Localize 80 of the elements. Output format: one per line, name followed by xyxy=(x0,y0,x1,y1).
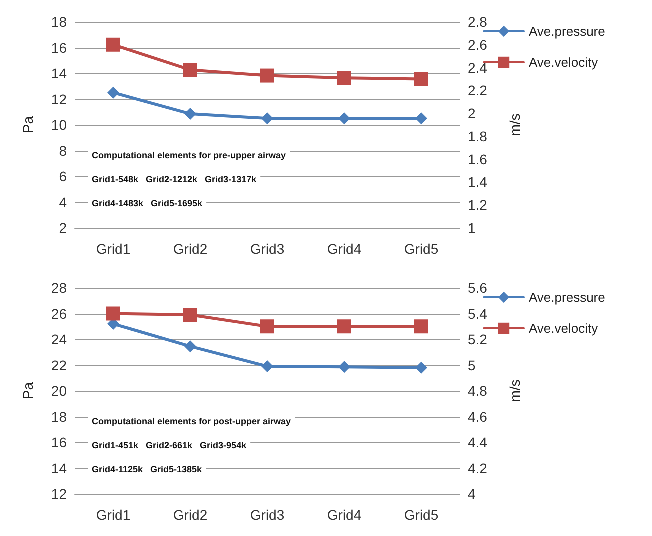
x-tick-label: Grid1 xyxy=(96,241,131,257)
y2-tick-label: 2 xyxy=(468,106,476,122)
y2-tick-label: 5.6 xyxy=(468,280,488,296)
legend-label: Ave.velocity xyxy=(529,55,599,70)
y2-tick-label: 5 xyxy=(468,357,476,374)
y2-tick-label: 1.8 xyxy=(468,128,488,144)
point xyxy=(184,108,196,120)
y2-tick-label: 1.6 xyxy=(468,151,488,168)
point xyxy=(184,308,198,322)
y-tick-label: 12 xyxy=(51,91,68,108)
y2-tick-label: 1.4 xyxy=(468,174,488,190)
annotation: Grid1-451k Grid2-661k Grid3-954k xyxy=(92,440,248,450)
y-tick-label: 4 xyxy=(59,194,68,210)
point xyxy=(416,112,428,125)
y2-axis-title: m/s xyxy=(507,114,523,136)
y2-tick-label: 4 xyxy=(468,486,476,502)
y-tick-label: 8 xyxy=(59,142,68,159)
y2-tick-label: 2.4 xyxy=(468,60,488,76)
y-tick-label: 2 xyxy=(59,220,68,236)
y2-tick-label: 1 xyxy=(468,220,476,236)
annotation: Computational elements for pre-upper airway xyxy=(92,150,286,160)
y2-tick-label: 2.8 xyxy=(468,14,488,30)
point xyxy=(338,112,350,125)
point xyxy=(414,320,428,334)
y-tick-label: 6 xyxy=(59,168,68,184)
y2-tick-label: 4.4 xyxy=(468,434,488,450)
point xyxy=(338,71,352,86)
annotation: Grid1-548k Grid2-1212k Grid3-1317k xyxy=(92,174,258,184)
x-tick-label: Grid5 xyxy=(404,507,439,523)
annotation: Grid4-1125k Grid5-1385k xyxy=(92,464,204,474)
point xyxy=(184,340,196,353)
y2-tick-label: 5.4 xyxy=(468,306,488,322)
point xyxy=(106,38,120,52)
point xyxy=(184,63,198,78)
x-tick-label: Grid3 xyxy=(250,241,285,257)
annotation: Computational elements for post-upper airway xyxy=(92,416,292,426)
x-tick-label: Grid4 xyxy=(327,507,362,523)
y2-tick-label: 4.6 xyxy=(468,408,488,425)
y2-tick-label: 2.6 xyxy=(468,36,488,53)
point xyxy=(108,86,120,99)
point xyxy=(262,360,274,373)
point xyxy=(338,320,352,334)
point xyxy=(106,306,120,321)
point xyxy=(260,68,274,83)
x-tick-label: Grid3 xyxy=(250,507,285,523)
x-tick-label: Grid2 xyxy=(173,507,208,523)
x-tick-label: Grid5 xyxy=(404,241,439,257)
y-axis-title: Pa xyxy=(20,116,36,134)
x-tick-label: Grid2 xyxy=(173,241,208,257)
y-tick-label: 18 xyxy=(51,408,68,425)
y2-tick-label: 2.2 xyxy=(468,82,488,99)
y-tick-label: 22 xyxy=(51,357,68,374)
y-axis-title: Pa xyxy=(20,382,36,400)
y2-tick-label: 4.2 xyxy=(468,460,488,476)
y-tick-label: 10 xyxy=(51,117,68,133)
point xyxy=(414,72,428,86)
y-tick-label: 16 xyxy=(51,434,68,450)
y2-axis-title: m/s xyxy=(507,380,523,402)
legend-label: Ave.velocity xyxy=(529,321,599,336)
x-tick-label: Grid4 xyxy=(327,241,362,257)
legend-label: Ave.pressure xyxy=(529,24,606,39)
y2-tick-label: 5.2 xyxy=(468,332,488,348)
legend-label: Ave.pressure xyxy=(529,290,606,305)
y-tick-label: 20 xyxy=(51,383,68,399)
y-tick-label: 12 xyxy=(51,486,68,502)
y-tick-label: 18 xyxy=(51,14,68,30)
y-tick-label: 14 xyxy=(51,66,68,82)
y-tick-label: 28 xyxy=(51,280,68,296)
point xyxy=(338,361,350,374)
y-tick-label: 24 xyxy=(51,332,68,348)
point xyxy=(416,362,428,374)
annotation: Grid4-1483k Grid5-1695k xyxy=(92,198,204,208)
point xyxy=(262,112,274,125)
point xyxy=(260,320,274,334)
y-tick-label: 14 xyxy=(51,460,68,476)
y-tick-label: 16 xyxy=(51,40,68,56)
y2-tick-label: 1.2 xyxy=(468,197,488,214)
y-tick-label: 26 xyxy=(51,306,68,322)
y2-tick-label: 4.8 xyxy=(468,383,488,399)
x-tick-label: Grid1 xyxy=(96,507,131,523)
